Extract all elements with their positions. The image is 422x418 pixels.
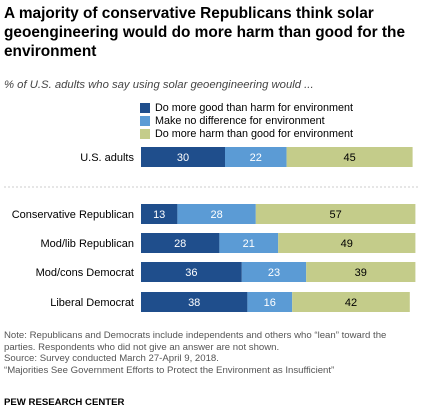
legend: Do more good than harm for environment M… [140, 101, 353, 140]
bar-segment [247, 292, 293, 312]
data-label: 36 [185, 267, 197, 279]
data-label: 21 [243, 238, 255, 250]
data-label: 39 [355, 267, 367, 279]
legend-item-harm: Do more harm than good for environment [140, 127, 353, 140]
data-label: 28 [210, 209, 222, 221]
bar-segment [141, 233, 220, 253]
data-label: 23 [268, 267, 280, 279]
bar-segment [286, 147, 413, 167]
category-label: Conservative Republican [12, 209, 134, 221]
data-label: 28 [174, 238, 186, 250]
bar-segment [177, 204, 256, 224]
legend-item-good: Do more good than harm for environment [140, 101, 353, 114]
bar-segment [306, 262, 416, 282]
data-label: 22 [250, 152, 262, 164]
stacked-bar-chart: U.S. adults 30 22 45 Conservative Republican… [4, 147, 418, 312]
legend-swatch-good [140, 102, 150, 113]
bar-segment [219, 233, 279, 253]
bar-segment [241, 262, 307, 282]
data-label: 57 [329, 209, 341, 221]
data-label: 38 [188, 297, 200, 309]
bar-segment [141, 292, 248, 312]
bar-segment [292, 292, 410, 312]
legend-label-no-difference: Make no difference for environment [155, 114, 325, 127]
data-label: 45 [343, 152, 355, 164]
data-label: 13 [153, 209, 165, 221]
category-label: Mod/lib Republican [40, 238, 134, 250]
bar-segment [141, 262, 242, 282]
data-label: 42 [345, 297, 357, 309]
data-label: 30 [177, 152, 189, 164]
chart-notes: Note: Republicans and Democrats include … [4, 330, 418, 376]
report-title-text: “Majorities See Government Efforts to Pr… [4, 364, 335, 376]
category-label: Mod/cons Democrat [36, 267, 134, 279]
bar-segment [278, 233, 416, 253]
data-label: 16 [264, 297, 276, 309]
category-label: U.S. adults [80, 152, 134, 164]
source-text: Source: Survey conducted March 27-April … [4, 353, 219, 365]
bar-segment [141, 204, 178, 224]
bar-segment [141, 147, 225, 167]
chart-title: A majority of conservative Republicans t… [4, 5, 406, 60]
legend-item-no-difference: Make no difference for environment [140, 114, 353, 127]
bar-segment [225, 147, 287, 167]
chart-subtitle: % of U.S. adults who say using solar geo… [4, 79, 314, 91]
legend-swatch-no-difference [140, 115, 150, 126]
data-label: 49 [341, 238, 353, 250]
legend-label-good: Do more good than harm for environment [155, 101, 354, 114]
note-text: Note: Republicans and Democrats include … [4, 330, 387, 353]
legend-label-harm: Do more harm than good for environment [155, 127, 354, 140]
bar-segment [255, 204, 416, 224]
category-label: Liberal Democrat [50, 297, 134, 309]
legend-swatch-harm [140, 128, 150, 139]
pew-brand: PEW RESEARCH CENTER [4, 397, 125, 408]
